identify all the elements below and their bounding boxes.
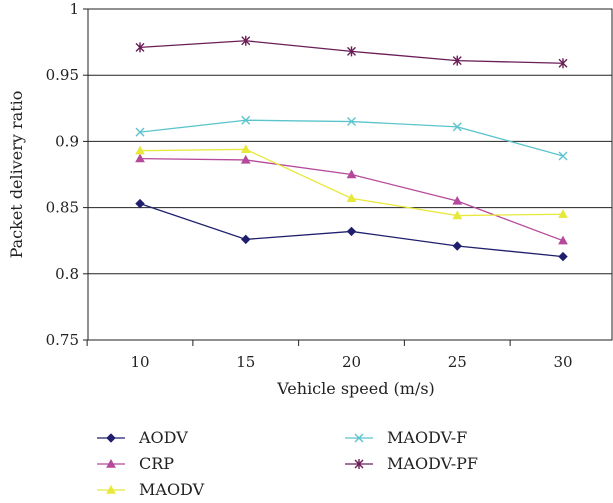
legend-label: MAODV-F bbox=[387, 428, 467, 447]
legend-item-crp: CRP bbox=[97, 454, 174, 473]
legend-label: CRP bbox=[139, 454, 174, 473]
legend: AODV CRP MAODV MAODV-F MAODV-PF bbox=[97, 428, 478, 499]
legend-label: MAODV-PF bbox=[387, 454, 478, 473]
x-axis-title: Vehicle speed (m/s) bbox=[276, 379, 435, 398]
series-aodv bbox=[136, 200, 567, 261]
legend-item-maodv-f: MAODV-F bbox=[345, 428, 467, 447]
data-point-aodv bbox=[242, 235, 250, 243]
x-tick-label: 10 bbox=[130, 353, 149, 371]
data-point-aodv bbox=[136, 200, 144, 208]
x-tick-label: 25 bbox=[448, 353, 467, 371]
axes: 0.75 0.8 0.85 0.9 0.95 1 10 15 20 25 30 bbox=[46, 0, 573, 371]
x-tick-label: 30 bbox=[553, 353, 572, 371]
y-tick-label: 0.9 bbox=[55, 132, 79, 150]
y-tick-label: 0.95 bbox=[46, 66, 79, 84]
data-point-maodv-f bbox=[559, 152, 567, 160]
legend-label: AODV bbox=[138, 428, 188, 447]
series-maodv-f bbox=[136, 116, 567, 160]
y-axis-title: Packet delivery ratio bbox=[7, 91, 26, 259]
x-tick-label: 15 bbox=[236, 353, 255, 371]
data-point-aodv bbox=[559, 253, 567, 261]
series-maodv-pf bbox=[136, 36, 567, 69]
legend-label: MAODV bbox=[139, 480, 205, 499]
y-tick-label: 0.85 bbox=[46, 199, 79, 217]
data-point-maodv bbox=[348, 194, 356, 201]
legend-item-maodv-pf: MAODV-PF bbox=[345, 454, 478, 473]
series-line-maodv-f bbox=[140, 120, 563, 156]
x-tick-label: 20 bbox=[342, 353, 361, 371]
legend-swatch-marker bbox=[107, 434, 115, 442]
data-point-aodv bbox=[453, 242, 461, 250]
data-series bbox=[136, 36, 567, 261]
legend-item-maodv: MAODV bbox=[97, 480, 205, 499]
y-tick-label: 0.75 bbox=[46, 331, 79, 349]
legend-item-aodv: AODV bbox=[97, 428, 188, 447]
y-tick-label: 1 bbox=[69, 0, 79, 18]
y-tick-label: 0.8 bbox=[55, 265, 79, 283]
data-point-aodv bbox=[348, 227, 356, 235]
